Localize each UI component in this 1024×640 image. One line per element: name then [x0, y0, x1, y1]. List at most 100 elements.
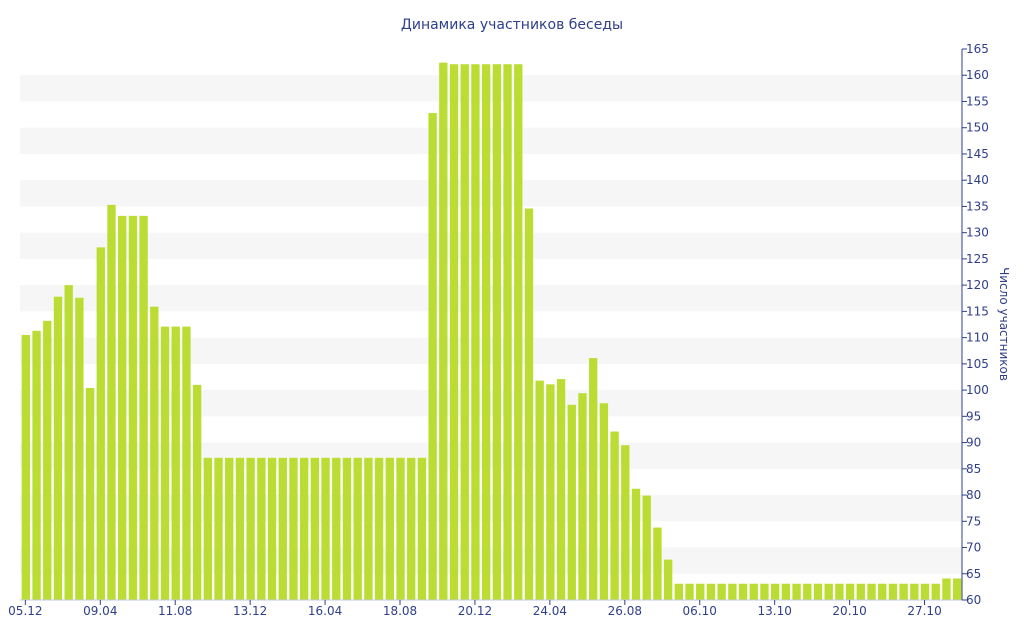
x-tick-label: 11.08 — [158, 604, 192, 618]
bar — [835, 583, 844, 600]
bar — [160, 326, 170, 600]
bar — [546, 384, 555, 600]
bar — [792, 583, 801, 600]
bar — [578, 393, 587, 600]
y-tick-label: 60 — [966, 593, 981, 607]
bar — [85, 388, 95, 600]
bar — [171, 326, 180, 600]
bar — [492, 64, 502, 601]
bar — [278, 457, 287, 600]
bar — [514, 64, 523, 601]
bar — [589, 358, 598, 600]
bar — [310, 457, 320, 600]
bar — [856, 583, 865, 600]
y-tick-label: 65 — [966, 567, 981, 581]
bar — [503, 64, 512, 601]
bar — [43, 320, 52, 600]
y-tick-label: 70 — [966, 541, 981, 555]
bar — [685, 583, 694, 600]
bar — [150, 306, 159, 600]
bar — [246, 457, 255, 600]
bar — [920, 583, 930, 600]
x-tick-label: 13.12 — [233, 604, 267, 618]
bar — [567, 404, 576, 600]
grid-band — [20, 232, 962, 259]
bar — [599, 403, 609, 600]
bar — [621, 445, 630, 600]
x-tick-label: 20.10 — [832, 604, 866, 618]
bar — [214, 457, 223, 600]
grid-band — [20, 75, 962, 102]
bar — [674, 583, 683, 600]
bar — [749, 583, 758, 600]
y-tick-label: 95 — [966, 409, 981, 423]
y-tick-label: 75 — [966, 514, 981, 528]
grid-band — [20, 180, 962, 207]
bar — [300, 457, 309, 600]
bar — [396, 457, 405, 600]
bar — [556, 379, 566, 600]
bar — [535, 380, 544, 600]
y-axis-ticks: 60 65 70 75 80 85 90 95 100 105 110 115 120 125 130 135… — [962, 42, 989, 607]
bar — [728, 583, 737, 600]
bar — [813, 583, 823, 600]
x-tick-label: 24.04 — [533, 604, 567, 618]
bar — [96, 247, 105, 601]
bar — [824, 583, 833, 600]
bar — [706, 583, 716, 600]
y-tick-label: 100 — [966, 383, 989, 397]
bar — [867, 583, 876, 600]
bar — [803, 583, 812, 600]
y-tick-label: 105 — [966, 357, 989, 371]
bar — [428, 113, 437, 601]
bar — [631, 488, 641, 600]
grid-band — [20, 285, 962, 312]
bar — [53, 296, 63, 600]
bar — [385, 457, 394, 600]
grid-band — [20, 127, 962, 154]
bar — [192, 384, 202, 600]
bar — [21, 335, 31, 600]
y-tick-label: 165 — [966, 42, 989, 56]
y-tick-label: 90 — [966, 436, 981, 450]
bar — [471, 64, 480, 601]
bar — [267, 457, 277, 600]
bar — [203, 457, 212, 600]
bar — [32, 330, 41, 600]
y-tick-label: 145 — [966, 147, 989, 161]
y-axis-label: Число участников — [997, 267, 1011, 381]
bar — [878, 583, 887, 600]
y-tick-label: 140 — [966, 173, 989, 187]
bar — [128, 215, 138, 600]
y-tick-label: 115 — [966, 304, 989, 318]
bar — [738, 583, 748, 600]
x-tick-label: 09.04 — [83, 604, 117, 618]
bar — [407, 457, 416, 600]
bar — [64, 285, 73, 600]
x-tick-label: 26.08 — [608, 604, 642, 618]
bar — [899, 583, 908, 600]
bar — [952, 578, 962, 600]
bar — [75, 297, 84, 600]
y-tick-label: 135 — [966, 199, 989, 213]
bar — [781, 583, 791, 600]
y-tick-label: 110 — [966, 331, 989, 345]
bar — [942, 578, 951, 600]
bar — [845, 583, 855, 600]
bar-series — [21, 62, 962, 601]
bar — [888, 583, 898, 600]
bar — [107, 204, 116, 600]
bar — [235, 457, 245, 600]
y-tick-label: 125 — [966, 252, 989, 266]
bar — [118, 215, 127, 600]
bar — [225, 457, 234, 600]
bar — [610, 431, 619, 600]
bar — [139, 215, 148, 600]
x-tick-label: 27.10 — [907, 604, 941, 618]
chart-title: Динамика участников беседы — [401, 17, 623, 33]
bar — [696, 583, 705, 600]
bar — [524, 208, 534, 600]
bar — [653, 527, 662, 600]
y-tick-label: 85 — [966, 462, 981, 476]
x-axis-ticks: 05.12 09.04 11.08 13.12 16.04 18.08 20.12 24.04… — [8, 600, 942, 618]
